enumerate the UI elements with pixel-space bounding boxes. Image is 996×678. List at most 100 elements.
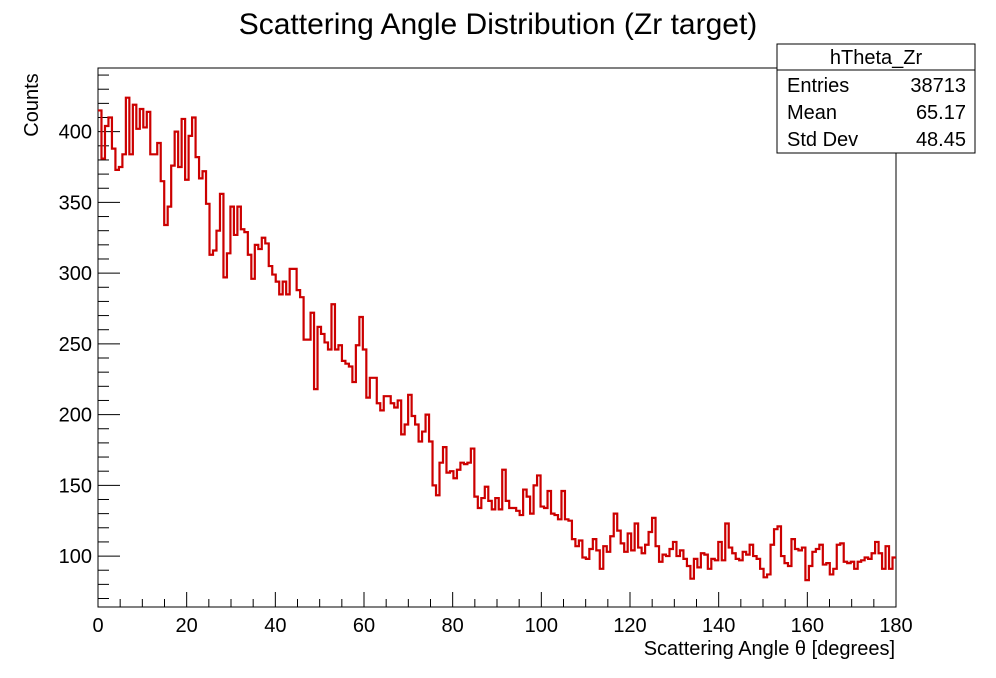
histogram-bin — [715, 560, 718, 607]
histogram-bin — [704, 555, 707, 607]
histogram-bin — [680, 550, 683, 607]
histogram-bin — [614, 514, 617, 607]
histogram-bin — [502, 470, 505, 607]
x-tick-label: 80 — [442, 615, 464, 637]
histogram-bin — [889, 569, 892, 607]
histogram-bin — [551, 514, 554, 607]
histogram-bin — [697, 567, 700, 607]
histogram-bin — [377, 403, 380, 607]
histogram-bin — [882, 569, 885, 607]
histogram-bin — [816, 549, 819, 607]
stats-stddev-label: Std Dev — [787, 129, 858, 151]
stats-mean-label: Mean — [787, 102, 837, 124]
histogram-bin — [136, 129, 139, 607]
histogram-bin — [488, 501, 491, 607]
histogram-bin — [826, 563, 829, 607]
axes-layer: 0 20 40 60 80 100 120 140 160 180 100 150 200 250 300 3… — [59, 67, 913, 637]
histogram-bin — [443, 447, 446, 607]
histogram-bin — [544, 508, 547, 607]
histogram-bin — [582, 557, 585, 607]
histogram-bin — [718, 542, 721, 607]
histogram-bin — [771, 545, 774, 607]
histogram-bin — [865, 557, 868, 607]
histogram-bin — [262, 238, 265, 607]
histogram-bin — [175, 132, 178, 607]
histogram-bin — [739, 560, 742, 607]
histogram-bin — [631, 550, 634, 607]
histogram-bin — [244, 232, 247, 607]
histogram-bin — [858, 562, 861, 607]
histogram-bin — [230, 207, 233, 607]
histogram-bin — [711, 559, 714, 607]
histogram-bin — [457, 470, 460, 607]
histogram-bin — [851, 562, 854, 607]
histogram-bin — [624, 552, 627, 607]
histogram-bin — [586, 559, 589, 607]
histogram-bin — [568, 521, 571, 607]
histogram-bin — [199, 178, 202, 607]
histogram-bin — [736, 559, 739, 607]
x-tick-label: 40 — [264, 615, 286, 637]
histogram-bin — [405, 425, 408, 607]
histogram-bin — [467, 463, 470, 607]
histogram-bin — [725, 524, 728, 607]
histogram-bin — [743, 552, 746, 607]
y-tick-label: 150 — [59, 475, 92, 497]
histogram-bin — [408, 395, 411, 607]
histogram-bin — [527, 497, 530, 607]
histogram-bin — [143, 127, 146, 607]
histogram-bin — [784, 563, 787, 607]
histogram-bin — [450, 471, 453, 607]
histogram-bin — [610, 536, 613, 607]
histogram-bin — [126, 98, 129, 607]
histogram-bin — [338, 345, 341, 607]
histogram-bin — [837, 545, 840, 607]
histogram-bin — [366, 398, 369, 607]
histogram-bin — [311, 313, 314, 607]
histogram-bin — [809, 566, 812, 607]
histogram-bin — [182, 119, 185, 607]
x-tick-label: 100 — [525, 615, 558, 637]
histogram-bin — [516, 511, 519, 607]
histogram-bin — [875, 542, 878, 607]
histogram-bin — [234, 235, 237, 607]
histogram-bin — [426, 415, 429, 607]
histogram-bin — [276, 282, 279, 607]
histogram-bin — [481, 498, 484, 607]
histogram-bin — [412, 416, 415, 607]
histogram-bin — [419, 441, 422, 607]
x-tick-label: 180 — [879, 615, 912, 637]
histogram-bin — [415, 425, 418, 607]
x-axis-label: Scattering Angle θ [degrees] — [644, 638, 895, 660]
histogram-bin — [122, 154, 125, 607]
histogram-line — [98, 96, 896, 582]
histogram-bin — [805, 580, 808, 607]
histogram-bin — [453, 478, 456, 607]
histogram-bin — [394, 408, 397, 607]
histogram-bin — [767, 574, 770, 607]
histogram-bin — [600, 569, 603, 607]
histogram-bin — [189, 136, 192, 607]
histogram-bin — [617, 531, 620, 607]
histogram-bin — [328, 350, 331, 607]
histogram-bin — [513, 508, 516, 607]
histogram-bin — [760, 569, 763, 607]
stats-mean-value: 65.17 — [916, 102, 966, 124]
chart-title: Scattering Angle Distribution (Zr target… — [239, 8, 758, 41]
histogram-bin — [401, 434, 404, 607]
histogram-bin — [694, 559, 697, 607]
histogram-bin — [830, 574, 833, 607]
histogram-bin — [220, 194, 223, 607]
histogram-bin — [460, 463, 463, 607]
histogram-bin — [272, 275, 275, 607]
histogram-bin — [192, 118, 195, 607]
histogram-bin — [558, 519, 561, 607]
histogram-bin — [659, 562, 662, 607]
histogram-bin — [446, 473, 449, 607]
histogram-bin — [157, 143, 160, 607]
histogram-bin — [530, 514, 533, 607]
histogram-bin — [216, 231, 219, 607]
histogram-bin — [171, 166, 174, 607]
